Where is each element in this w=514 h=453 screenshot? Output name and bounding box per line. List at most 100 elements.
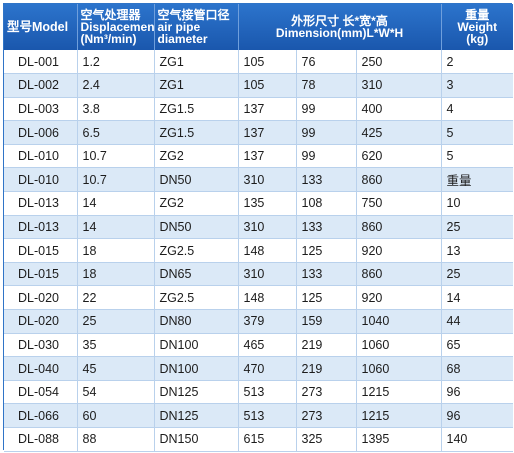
cell-weight: 14 xyxy=(441,285,513,311)
cell-pipe: DN50 xyxy=(154,167,239,193)
cell-width: 133 xyxy=(296,215,357,240)
cell-model: DL-001 xyxy=(4,50,78,75)
cell-height: 860 xyxy=(356,167,442,193)
header-displacement-cn: 空气处理器 xyxy=(80,8,141,22)
cell-pipe: DN100 xyxy=(154,333,239,358)
cell-length: 513 xyxy=(238,403,297,428)
cell-displacement: 1.2 xyxy=(77,50,155,75)
cell-width: 108 xyxy=(296,191,357,216)
cell-length: 379 xyxy=(238,309,297,334)
table-header: 型号Model 空气处理器 Displacement (Nm³/min) 空气接… xyxy=(4,4,513,50)
cell-model: DL-020 xyxy=(4,285,78,311)
cell-pipe: ZG2.5 xyxy=(154,238,239,263)
cell-height: 1395 xyxy=(356,427,442,452)
cell-displacement: 35 xyxy=(77,333,155,358)
table-row: DL-054 54 DN125 513 273 1215 96 xyxy=(4,380,513,405)
header-displacement-unit: (Nm³/min) xyxy=(80,32,137,46)
cell-pipe: ZG2 xyxy=(154,191,239,216)
cell-height: 1060 xyxy=(356,356,442,381)
cell-model: DL-010 xyxy=(4,144,78,169)
cell-displacement: 45 xyxy=(77,356,155,381)
cell-weight: 3 xyxy=(441,73,513,98)
spec-table-container: 型号Model 空气处理器 Displacement (Nm³/min) 空气接… xyxy=(3,3,513,452)
cell-length: 310 xyxy=(238,167,297,193)
cell-displacement: 60 xyxy=(77,403,155,428)
cell-width: 325 xyxy=(296,427,357,452)
cell-model: DL-003 xyxy=(4,97,78,122)
cell-width: 219 xyxy=(296,356,357,381)
table-row: DL-015 18 DN65 310 133 860 25 xyxy=(4,262,513,287)
cell-height: 860 xyxy=(356,262,442,287)
cell-length: 137 xyxy=(238,144,297,169)
cell-weight: 2 xyxy=(441,50,513,75)
cell-pipe: ZG1 xyxy=(154,50,239,75)
cell-weight: 96 xyxy=(441,403,513,428)
table-row: DL-030 35 DN100 465 219 1060 65 xyxy=(4,333,513,358)
cell-displacement: 14 xyxy=(77,191,155,216)
table-row: DL-006 6.5 ZG1.5 137 99 425 5 xyxy=(4,120,513,145)
cell-model: DL-054 xyxy=(4,380,78,405)
header-weight: 重量 Weight (kg) xyxy=(441,4,513,50)
cell-width: 78 xyxy=(296,73,357,98)
cell-height: 750 xyxy=(356,191,442,216)
header-weight-cn: 重量 xyxy=(465,8,490,22)
table-row: DL-013 14 DN50 310 133 860 25 xyxy=(4,215,513,240)
cell-displacement: 22 xyxy=(77,285,155,311)
cell-height: 250 xyxy=(356,50,442,75)
cell-model: DL-088 xyxy=(4,427,78,452)
cell-pipe: DN65 xyxy=(154,262,239,287)
cell-pipe: DN50 xyxy=(154,215,239,240)
cell-weight: 25 xyxy=(441,215,513,240)
cell-pipe: ZG1 xyxy=(154,73,239,98)
header-displacement-en: Displacement xyxy=(80,20,154,34)
cell-pipe: ZG1.5 xyxy=(154,120,239,145)
header-pipe: 空气接管口径 air pipe diameter xyxy=(154,4,239,50)
table-row: DL-010 10.7 ZG2 137 99 620 5 xyxy=(4,144,513,169)
cell-height: 860 xyxy=(356,215,442,240)
cell-width: 99 xyxy=(296,120,357,145)
cell-length: 105 xyxy=(238,73,297,98)
cell-weight: 68 xyxy=(441,356,513,381)
cell-pipe: DN100 xyxy=(154,356,239,381)
cell-model: DL-020 xyxy=(4,309,78,334)
cell-weight: 96 xyxy=(441,380,513,405)
cell-displacement: 88 xyxy=(77,427,155,452)
cell-displacement: 3.8 xyxy=(77,97,155,122)
header-displacement: 空气处理器 Displacement (Nm³/min) xyxy=(77,4,155,50)
spec-table: 型号Model 空气处理器 Displacement (Nm³/min) 空气接… xyxy=(4,4,513,452)
cell-displacement: 10.7 xyxy=(77,144,155,169)
cell-length: 148 xyxy=(238,238,297,263)
header-dimension: 外形尺寸 长*宽*高 Dimension(mm)L*W*H xyxy=(238,4,442,50)
cell-length: 513 xyxy=(238,380,297,405)
cell-weight: 13 xyxy=(441,238,513,263)
header-pipe-en2: diameter xyxy=(157,32,208,46)
cell-model: DL-040 xyxy=(4,356,78,381)
cell-length: 105 xyxy=(238,50,297,75)
cell-length: 148 xyxy=(238,285,297,311)
cell-height: 1040 xyxy=(356,309,442,334)
header-dimension-cn: 外形尺寸 长*宽*高 xyxy=(291,14,388,28)
cell-displacement: 10.7 xyxy=(77,167,155,193)
cell-width: 133 xyxy=(296,167,357,193)
cell-displacement: 18 xyxy=(77,238,155,263)
cell-weight: 25 xyxy=(441,262,513,287)
cell-width: 133 xyxy=(296,262,357,287)
cell-weight: 5 xyxy=(441,120,513,145)
cell-width: 159 xyxy=(296,309,357,334)
cell-model: DL-015 xyxy=(4,238,78,263)
header-weight-en: Weight xyxy=(457,20,498,34)
cell-height: 1215 xyxy=(356,380,442,405)
cell-displacement: 54 xyxy=(77,380,155,405)
cell-displacement: 14 xyxy=(77,215,155,240)
cell-height: 1215 xyxy=(356,403,442,428)
cell-pipe: DN125 xyxy=(154,380,239,405)
cell-width: 99 xyxy=(296,144,357,169)
cell-length: 137 xyxy=(238,97,297,122)
cell-height: 1060 xyxy=(356,333,442,358)
header-row: 型号Model 空气处理器 Displacement (Nm³/min) 空气接… xyxy=(4,4,513,50)
table-row: DL-066 60 DN125 513 273 1215 96 xyxy=(4,403,513,428)
cell-displacement: 2.4 xyxy=(77,73,155,98)
table-row: DL-020 22 ZG2.5 148 125 920 14 xyxy=(4,285,513,311)
cell-pipe: DN80 xyxy=(154,309,239,334)
cell-model: DL-013 xyxy=(4,215,78,240)
